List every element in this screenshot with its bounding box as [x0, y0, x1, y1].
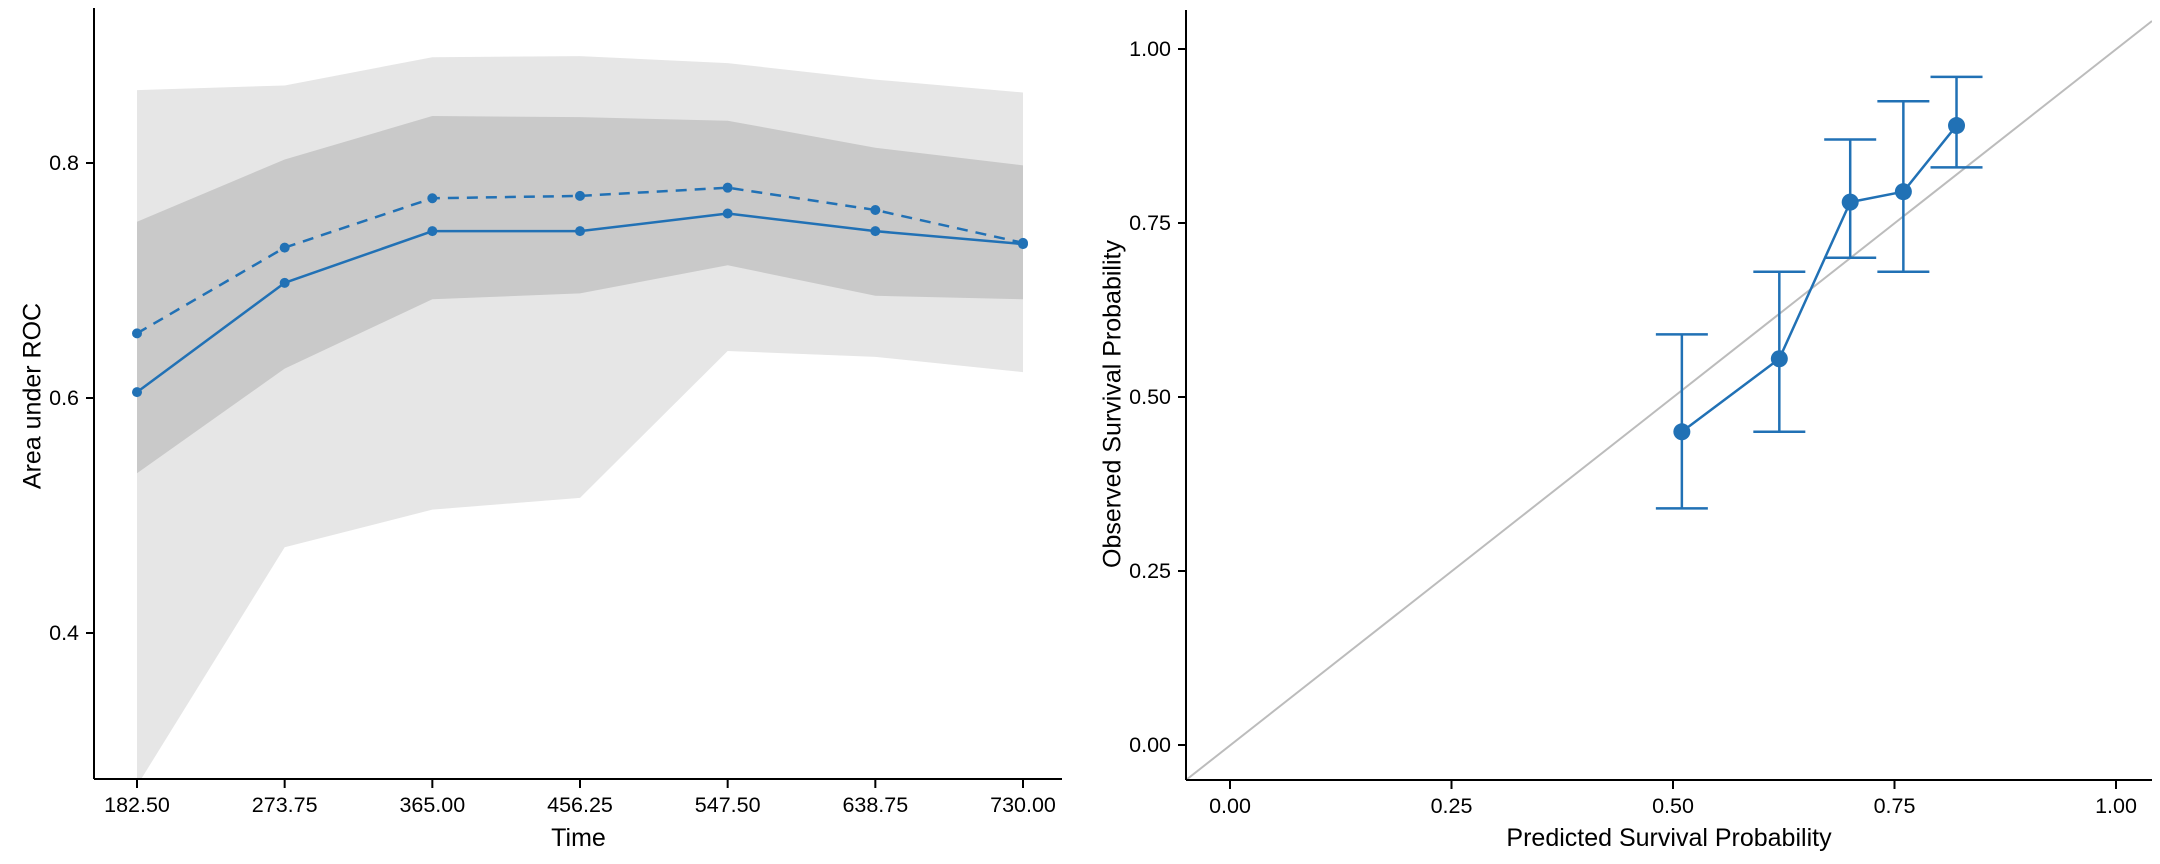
x-tick-label: 730.00 [990, 793, 1056, 817]
y-tick-label: 0.00 [1129, 733, 1171, 757]
auc-dashed-point [722, 182, 733, 193]
x-tick-label: 0.50 [1652, 794, 1694, 818]
auc-solid-point [1018, 239, 1028, 250]
y-axis-title-observed: Observed Survival Probability [1098, 240, 1127, 568]
x-tick-label: 0.75 [1874, 794, 1916, 818]
x-tick-label: 365.00 [399, 793, 465, 817]
y-tick-label: 0.50 [1129, 385, 1171, 409]
y-tick-label: 0.8 [49, 151, 79, 175]
y-tick-label: 0.4 [49, 621, 79, 645]
y-tick-label: 0.75 [1129, 211, 1171, 235]
auc-dashed-point [279, 242, 290, 253]
auc-time-chart: 0.8 0.6 0.4 182.50 273.75 365.00 456.25 547.50 6… [49, 8, 1062, 817]
calibration-point [1948, 117, 1966, 135]
auc-time-panel: 0.8 0.6 0.4 182.50 273.75 365.00 456.25 547.50 6… [18, 8, 1062, 852]
x-tick-label: 638.75 [842, 793, 908, 817]
auc-solid-point [132, 387, 142, 398]
calibration-point [1673, 423, 1691, 441]
x-tick-label: 273.75 [252, 793, 318, 817]
calibration-line [1681, 124, 1958, 433]
x-tick-label: 182.50 [104, 793, 170, 817]
x-tick-label: 1.00 [2095, 794, 2137, 818]
x-axis-title-predicted: Predicted Survival Probability [1506, 824, 1832, 852]
calibration-panel: 0.00 0.25 0.50 0.75 1.00 0.00 0.25 0.50 0.75 1.00… [1080, 0, 2160, 864]
x-tick-label: 0.00 [1209, 794, 1251, 818]
y-tick-label: 0.25 [1129, 559, 1171, 583]
auc-solid-point [575, 226, 585, 237]
y-tick-label: 0.6 [49, 386, 79, 410]
y-tick-label: 1.00 [1129, 37, 1171, 61]
auc-dashed-point [575, 190, 585, 201]
x-axis-title-time: Time [551, 824, 606, 852]
calibration-chart: 0.00 0.25 0.50 0.75 1.00 0.00 0.25 0.50 0.75 1.00 [1129, 10, 2152, 818]
identity-reference-line [1186, 20, 2152, 780]
auc-solid-point [279, 277, 290, 288]
plot-area [1186, 20, 2152, 780]
calibration-point [1770, 350, 1788, 368]
plot-area [132, 56, 1028, 779]
auc-solid-point [427, 226, 438, 237]
auc-solid-point [870, 226, 881, 237]
calibration-point [1894, 183, 1912, 201]
calibration-point [1841, 193, 1859, 211]
x-tick-label: 0.25 [1431, 794, 1473, 818]
auc-solid-point [722, 208, 733, 219]
auc-dashed-point [132, 328, 142, 339]
auc-dashed-point [427, 193, 438, 204]
x-tick-label: 456.25 [547, 793, 613, 817]
auc-dashed-point [870, 205, 881, 215]
confidence-band-inner [137, 116, 1023, 474]
x-tick-label: 547.50 [695, 793, 761, 817]
y-axis-title-auc: Area under ROC [18, 302, 47, 490]
